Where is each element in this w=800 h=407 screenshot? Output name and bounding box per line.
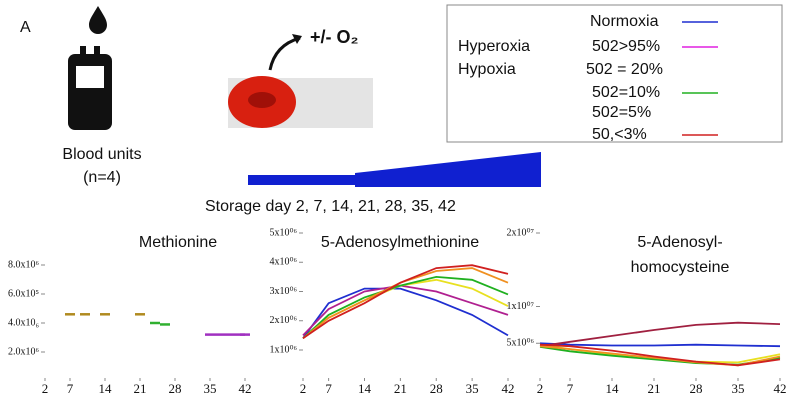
series-line (302, 287, 509, 339)
chart-title: 5-Adenosylmethionine (321, 234, 479, 251)
x-tick-label: 2 (42, 381, 49, 396)
y-tick-label: 3x10⁰⁶ (270, 286, 298, 297)
storage-day-label: Storage day 2, 7, 14, 21, 28, 35, 42 (205, 198, 456, 215)
x-tick-label: 28 (430, 381, 443, 396)
n-label: (n=4) (83, 169, 121, 186)
chart: 5-Adenosylmethionine 1x10⁰⁶ 2x10⁰⁶ 3x10⁰⁶ 4x… (270, 227, 515, 396)
series-line (302, 275, 509, 339)
x-tick-label: 14 (99, 381, 113, 396)
legend-label: Hypoxia (458, 61, 516, 78)
y-tick-label: 4x10⁰⁶ (270, 257, 298, 268)
x-tick-label: 42 (239, 381, 252, 396)
y-tick-label: 1x10⁰⁶ (270, 344, 298, 355)
x-tick-label: 2 (300, 381, 307, 396)
y-tick-label: 5x10⁰⁶ (507, 338, 535, 349)
series-line (539, 321, 781, 348)
bag-port (94, 46, 100, 56)
x-tick-label: 42 (774, 381, 787, 396)
x-tick-label: 2 (537, 381, 544, 396)
x-tick-label: 42 (502, 381, 515, 396)
series-line (539, 345, 781, 367)
series-line (302, 278, 509, 340)
panel-label: A (20, 19, 31, 36)
x-tick-label: 28 (690, 381, 703, 396)
storage-bar (248, 175, 356, 185)
x-tick-label: 21 (134, 381, 147, 396)
x-tick-label: 21 (394, 381, 407, 396)
rbc-center (248, 92, 276, 108)
x-tick-label: 7 (567, 381, 574, 396)
legend-label: Hyperoxia (458, 38, 530, 55)
y-tick-label: 8.0x10⁶ (8, 259, 40, 270)
chart-title: 5-Adenosyl- (637, 234, 722, 251)
bag-label (76, 66, 104, 88)
legend-label: 502>95% (592, 38, 660, 55)
series-line (302, 264, 509, 340)
legend-label: 502=10% (592, 84, 660, 101)
legend-label: 50,<3% (592, 126, 647, 143)
y-tick-label: 2.0x10⁶ (8, 346, 40, 357)
x-tick-label: 35 (204, 381, 217, 396)
legend-label: 502 = 20% (586, 61, 663, 78)
chart-title: Methionine (139, 234, 217, 251)
legend-box (446, 4, 783, 143)
arrow-head (292, 34, 302, 44)
oxygen-label: +/- O₂ (310, 27, 359, 47)
x-tick-label: 35 (732, 381, 745, 396)
bag-port (80, 46, 86, 56)
chart: Methionine 2.0x10⁶ 4.0x10₆ 6.0x10⁵ 8.0x10⁶ 2 7… (8, 234, 252, 396)
arrow (268, 36, 301, 71)
legend-label: 502=5% (592, 104, 651, 121)
y-tick-label: 2x10⁰⁷ (507, 227, 535, 238)
y-tick-label: 5x10⁰⁶ (270, 227, 298, 238)
series-line (539, 343, 781, 367)
y-tick-label: 4.0x10₆ (8, 317, 40, 328)
charts: Methionine 2.0x10⁶ 4.0x10₆ 6.0x10⁵ 8.0x10⁶ 2 7… (8, 227, 787, 396)
x-tick-label: 7 (67, 381, 74, 396)
y-tick-label: 1x10⁰⁷ (507, 301, 535, 312)
x-tick-label: 21 (648, 381, 661, 396)
x-tick-label: 7 (325, 381, 332, 396)
storage-wedge (355, 152, 541, 187)
x-tick-label: 28 (169, 381, 182, 396)
blood-units-label: Blood units (62, 146, 141, 163)
chart: 5-Adenosyl-homocysteine 5x10⁰⁶ 1x10⁰⁷ 2x10⁰… (507, 227, 787, 396)
blood-bag (68, 54, 112, 130)
x-tick-label: 14 (606, 381, 620, 396)
series-line (302, 267, 509, 340)
x-tick-label: 14 (358, 381, 372, 396)
series-line (539, 342, 781, 348)
legend: Normoxia Hyperoxia 502>95% Hypoxia 502 = 20%… (458, 13, 718, 143)
x-tick-label: 35 (466, 381, 479, 396)
y-tick-label: 6.0x10⁵ (8, 288, 39, 299)
drop-icon (89, 6, 107, 34)
legend-label: Normoxia (590, 13, 659, 30)
y-tick-label: 2x10⁰⁶ (270, 315, 298, 326)
series-line (302, 284, 509, 337)
chart-subtitle: homocysteine (631, 259, 730, 276)
